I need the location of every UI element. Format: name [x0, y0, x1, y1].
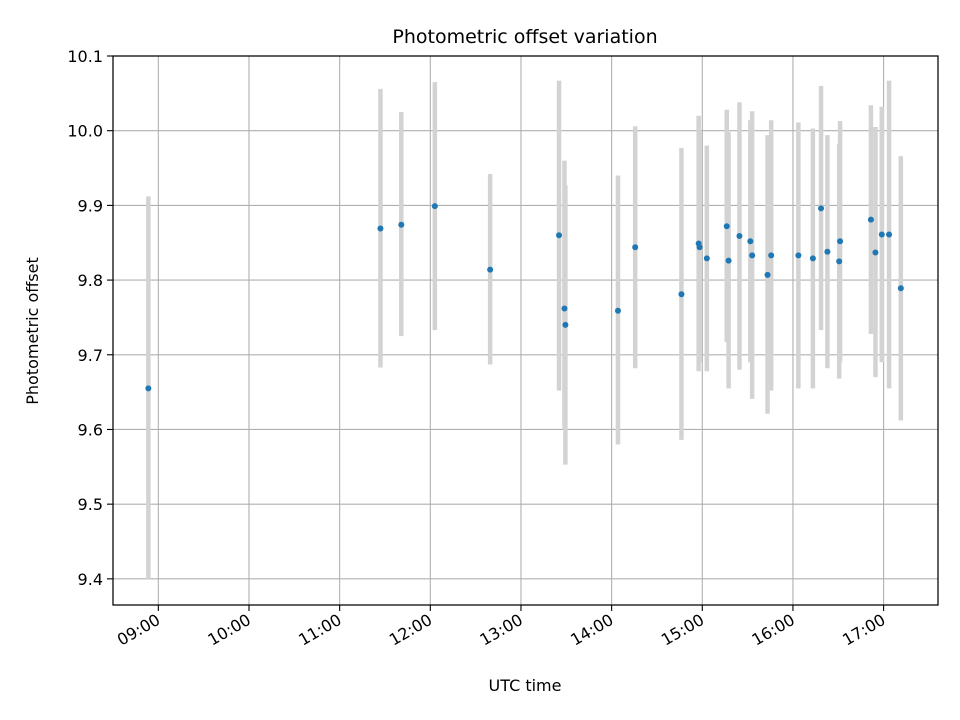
data-point: [614, 307, 621, 314]
data-point: [431, 203, 438, 210]
data-point: [818, 205, 825, 212]
y-tick-label: 9.6: [78, 420, 103, 439]
data-point: [723, 223, 730, 230]
data-point: [768, 252, 775, 259]
y-tick-label: 10.0: [67, 122, 103, 141]
data-point: [837, 238, 844, 245]
y-tick-label: 9.5: [78, 495, 103, 514]
data-point: [632, 244, 639, 251]
y-tick-label: 9.9: [78, 196, 103, 215]
data-point: [897, 285, 904, 292]
data-point: [145, 385, 152, 392]
data-point: [562, 321, 569, 328]
data-point: [836, 258, 843, 265]
y-tick-label: 9.7: [78, 346, 103, 365]
y-tick-label: 9.4: [78, 570, 103, 589]
data-point: [703, 255, 710, 262]
plot-frame: [112, 55, 939, 606]
data-point: [749, 252, 756, 259]
y-axis-ticks: 9.4 9.5 9.6 9.7 9.8 9.9 10.0 10.1: [67, 47, 113, 589]
data-point: [377, 225, 384, 232]
y-tick-label: 10.1: [67, 47, 103, 66]
data-point: [747, 238, 754, 245]
data-point: [736, 233, 743, 240]
data-point: [561, 305, 568, 312]
data-point: [872, 249, 879, 256]
data-point: [795, 252, 802, 259]
data-point: [725, 257, 732, 264]
data-point: [878, 231, 885, 238]
data-point: [696, 244, 703, 251]
data-point: [867, 216, 874, 223]
data-point: [824, 248, 831, 255]
y-tick-label: 9.8: [78, 271, 103, 290]
point-layer: [145, 203, 904, 392]
data-point: [398, 221, 405, 228]
data-point: [764, 271, 771, 278]
data-point: [678, 291, 685, 298]
data-point: [886, 231, 893, 238]
data-point: [556, 232, 563, 239]
chart-title: Photometric offset variation: [392, 26, 657, 48]
y-axis-label: Photometric offset: [23, 257, 42, 405]
data-point: [487, 266, 494, 273]
x-axis-label: UTC time: [489, 676, 562, 695]
data-point: [809, 255, 816, 262]
